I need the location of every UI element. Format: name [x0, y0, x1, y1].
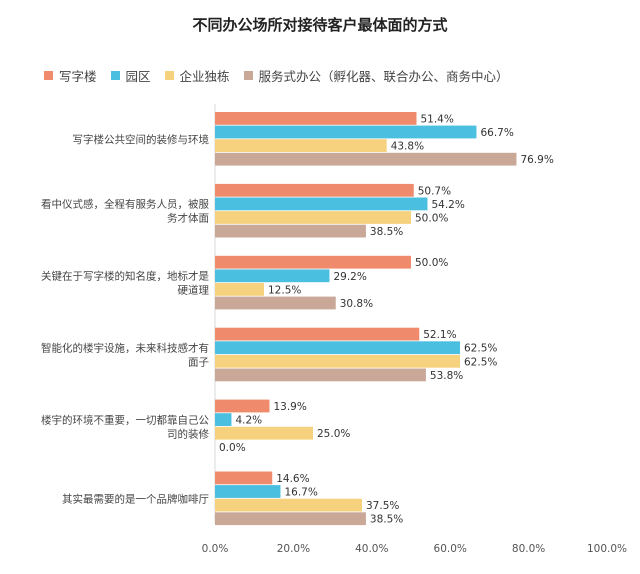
bar-park-3 [215, 269, 330, 283]
data-label-standalone-6: 37.5% [366, 500, 399, 512]
x-tick-label-4: 60.0% [434, 543, 467, 555]
bar-park-5 [215, 413, 232, 426]
legend-item-standalone: 企业独栋 [164, 66, 230, 85]
bar-standalone-1 [215, 139, 387, 152]
category-label-line: 关键在于写字楼的知名度，地标才是 [41, 270, 209, 283]
chart-legend: 写字楼 园区 企业独栋 服务式办公（孵化器、联合办公、商务中心） [44, 66, 523, 85]
data-label-serviced-1: 76.9% [520, 154, 553, 166]
data-label-park-1: 66.7% [480, 127, 513, 139]
legend-label-office: 写字楼 [59, 69, 97, 84]
category-label-line: 智能化的楼宇设施，未来科技感才有 [41, 342, 209, 355]
legend-swatch-park [110, 71, 120, 80]
legend-swatch-standalone [164, 71, 174, 80]
category-label-line: 司的装修 [167, 427, 209, 440]
category-label-1: 写字楼公共空间的装修与环境 [73, 133, 210, 146]
legend-label-standalone: 企业独栋 [179, 69, 230, 84]
bar-serviced-6 [215, 512, 366, 526]
data-label-standalone-4: 62.5% [464, 356, 497, 368]
legend-swatch-serviced [243, 71, 253, 80]
bar-office-5 [215, 399, 270, 413]
category-label-line: 楼宇的环境不重要，一切都靠自己公 [41, 413, 209, 426]
bar-office-2 [215, 183, 414, 197]
x-tick-label-1: 0.0% [202, 543, 229, 555]
category-label-line: 面子 [188, 357, 209, 369]
bar-office-4 [215, 327, 420, 341]
data-label-standalone-3: 12.5% [268, 284, 301, 296]
legend-label-serviced: 服务式办公（孵化器、联合办公、商务中心） [258, 69, 509, 84]
data-label-office-1: 51.4% [420, 113, 453, 125]
category-label-line: 写字楼公共空间的装修与环境 [73, 133, 210, 146]
x-tick-label-6: 100.0% [587, 543, 627, 555]
data-label-serviced-2: 38.5% [370, 226, 403, 238]
bar-standalone-6 [215, 498, 362, 512]
category-label-line: 硬道理 [178, 284, 210, 297]
data-label-office-2: 50.7% [418, 185, 451, 197]
data-label-park-5: 4.2% [235, 415, 262, 427]
bar-serviced-4 [215, 368, 426, 382]
data-label-serviced-4: 53.8% [430, 370, 463, 382]
bar-serviced-2 [215, 224, 366, 238]
data-label-serviced-6: 38.5% [370, 514, 403, 526]
bar-standalone-2 [215, 211, 411, 224]
bar-standalone-5 [215, 426, 313, 440]
bar-standalone-4 [215, 354, 460, 368]
category-label-4: 智能化的楼宇设施，未来科技感才有面子 [41, 342, 209, 369]
bar-office-1 [215, 112, 417, 125]
bar-office-6 [215, 471, 273, 485]
category-label-2: 看中仪式感，全程有服务人员，被服务才体面 [41, 198, 209, 225]
data-label-serviced-5: 0.0% [219, 442, 246, 454]
data-label-park-6: 16.7% [284, 487, 317, 499]
legend-item-serviced: 服务式办公（孵化器、联合办公、商务中心） [243, 66, 509, 85]
data-label-standalone-5: 25.0% [317, 428, 350, 440]
data-label-standalone-1: 43.8% [391, 141, 424, 153]
chart-title: 不同办公场所对接待客户最体面的方式 [192, 16, 448, 34]
data-label-serviced-3: 30.8% [340, 298, 373, 310]
category-label-3: 关键在于写字楼的知名度，地标才是硬道理 [41, 270, 209, 297]
data-label-office-4: 52.1% [423, 329, 456, 341]
x-tick-label-3: 40.0% [355, 543, 388, 555]
data-label-standalone-2: 50.0% [415, 213, 448, 225]
x-tick-label-2: 20.0% [277, 543, 310, 555]
x-tick-label-5: 80.0% [512, 543, 545, 555]
legend-swatch-office [44, 71, 53, 80]
bar-park-1 [215, 125, 477, 139]
legend-label-park: 园区 [125, 69, 151, 84]
data-label-park-3: 29.2% [333, 271, 366, 283]
category-label-6: 其实最需要的是一个品牌咖啡厅 [62, 492, 209, 505]
category-label-line: 其实最需要的是一个品牌咖啡厅 [62, 492, 209, 505]
bar-park-4 [215, 341, 460, 355]
legend-item-park: 园区 [110, 66, 151, 85]
category-label-5: 楼宇的环境不重要，一切都靠自己公司的装修 [41, 413, 209, 440]
data-label-park-2: 54.2% [431, 199, 464, 211]
bar-serviced-1 [215, 152, 517, 166]
category-label-line: 务才体面 [167, 212, 209, 225]
data-label-office-5: 13.9% [273, 401, 306, 413]
bar-standalone-3 [215, 283, 264, 296]
bar-park-2 [215, 197, 428, 211]
data-label-office-6: 14.6% [276, 473, 309, 485]
category-label-line: 看中仪式感，全程有服务人员，被服 [41, 198, 209, 211]
bar-serviced-3 [215, 296, 336, 310]
legend-item-office: 写字楼 [44, 66, 97, 85]
data-label-park-4: 62.5% [464, 343, 497, 355]
bar-park-6 [215, 485, 281, 498]
data-label-office-3: 50.0% [415, 257, 448, 269]
bar-office-3 [215, 255, 411, 269]
